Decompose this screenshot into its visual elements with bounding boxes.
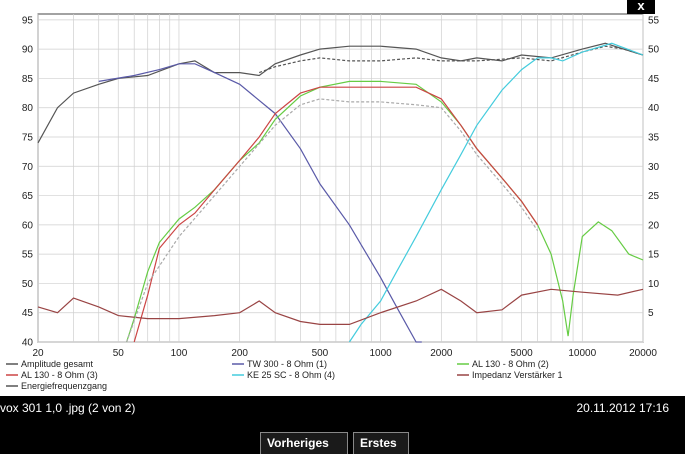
legend-label: AL 130 - 8 Ohm (3) — [21, 370, 98, 380]
plot-area — [37, 13, 644, 343]
y-tick-label: 95 — [22, 15, 34, 26]
x-tick-label: 50 — [113, 348, 125, 359]
y2-tick-label: 40 — [648, 103, 660, 114]
y-tick-label: 65 — [22, 191, 34, 202]
y-tick-label: 60 — [22, 220, 34, 231]
y2-tick-label: 50 — [648, 45, 660, 56]
legend-label: AL 130 - 8 Ohm (2) — [472, 359, 549, 369]
y2-tick-label: 45 — [648, 74, 660, 85]
series-line — [37, 42, 644, 144]
legend-label: Energiefrequenzgang — [21, 381, 107, 391]
y2-tick-label: 35 — [648, 133, 660, 144]
first-button[interactable]: Erstes — [353, 432, 409, 454]
y-tick-label: 40 — [22, 338, 34, 349]
series-line — [348, 42, 644, 343]
previous-button[interactable]: Vorheriges — [260, 432, 348, 454]
y2-tick-label: 5 — [648, 308, 654, 319]
y-tick-label: 45 — [22, 308, 34, 319]
y2-tick-label: 20 — [648, 220, 660, 231]
image-date: 20.11.2012 17:16 — [576, 401, 669, 415]
series-line — [133, 86, 539, 343]
legend-label: TW 300 - 8 Ohm (1) — [247, 359, 327, 369]
x-tick-label: 500 — [312, 348, 329, 359]
series-line — [126, 98, 539, 343]
series-line — [37, 288, 644, 325]
y2-tick-label: 15 — [648, 250, 660, 261]
y-tick-label: 75 — [22, 133, 34, 144]
x-tick-label: 1000 — [370, 348, 393, 359]
legend-label: KE 25 SC - 8 Ohm (4) — [247, 370, 335, 380]
x-tick-label: 20000 — [629, 348, 657, 359]
legend-label: Amplitude gesamt — [21, 359, 94, 369]
x-tick-label: 100 — [171, 348, 188, 359]
y-tick-label: 80 — [22, 103, 34, 114]
series-line — [258, 45, 644, 74]
x-tick-label: 5000 — [510, 348, 533, 359]
image-title: vox 301 1,0 .jpg (2 von 2) — [0, 401, 136, 415]
y-tick-label: 90 — [22, 45, 34, 56]
x-tick-label: 10000 — [568, 348, 596, 359]
caption-bar: vox 301 1,0 .jpg (2 von 2) 20.11.2012 17… — [0, 396, 685, 420]
x-tick-label: 20 — [32, 348, 44, 359]
y2-tick-label: 55 — [648, 15, 660, 26]
frequency-response-chart: 40 45 50 55 60 65 70 75 80 85 90 95 5 10 15 20 25 30 35 40 4… — [6, 13, 660, 391]
y-tick-label: 55 — [22, 250, 34, 261]
y-tick-label: 85 — [22, 74, 34, 85]
y2-tick-label: 25 — [648, 191, 660, 202]
photo-frame: 40 45 50 55 60 65 70 75 80 85 90 95 5 10 15 20 25 30 35 40 4… — [0, 0, 670, 396]
y2-tick-label: 30 — [648, 162, 660, 173]
y-tick-label: 70 — [22, 162, 34, 173]
y-tick-label: 50 — [22, 279, 34, 290]
legend-label: Impedanz Verstärker 1 — [472, 370, 563, 380]
y2-tick-label: 10 — [648, 279, 660, 290]
image-edge — [670, 0, 685, 396]
x-tick-label: 200 — [231, 348, 248, 359]
close-button[interactable]: x — [627, 0, 655, 14]
x-tick-label: 2000 — [430, 348, 453, 359]
